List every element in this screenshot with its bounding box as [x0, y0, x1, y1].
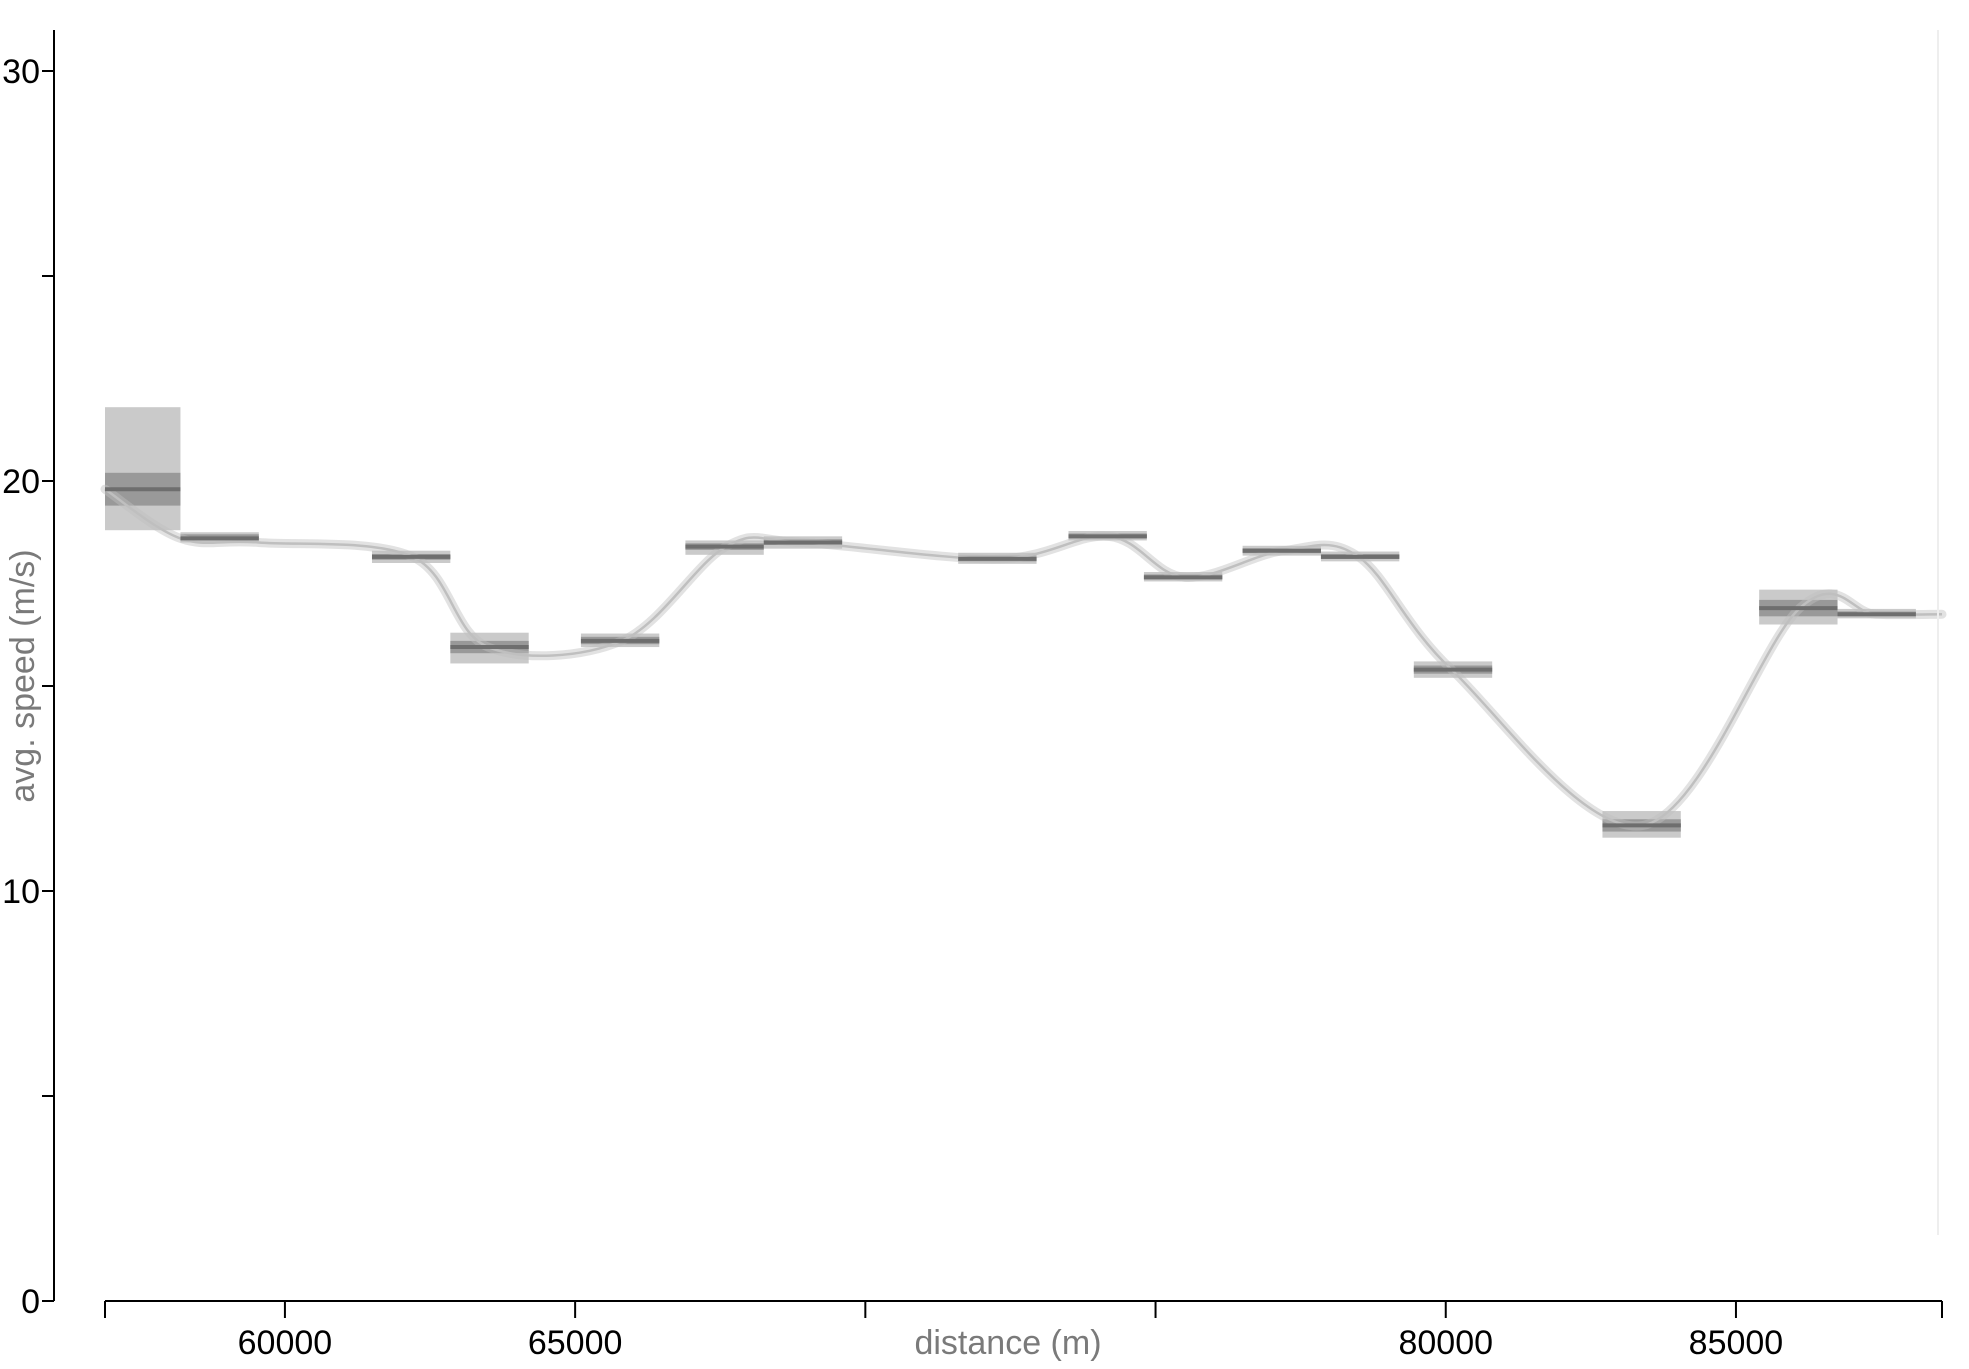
- segment-outer-band: [105, 407, 181, 531]
- band-layer: [105, 407, 1916, 838]
- x-axis-label: distance (m): [914, 1324, 1101, 1362]
- y-axis-label: avg. speed (m/s): [4, 549, 42, 802]
- x-tick-label: 85000: [1689, 1324, 1784, 1362]
- y-tick-label: 10: [2, 873, 40, 911]
- x-tick-label: 60000: [238, 1324, 333, 1362]
- curve-ribbon: [100, 484, 1947, 831]
- y-tick-label: 30: [2, 53, 40, 91]
- y-tick-layer: 0 10 20 30: [2, 53, 54, 1321]
- y-tick-label: 20: [2, 463, 40, 501]
- speed-curve: [104, 488, 1943, 828]
- x-tick-label: 80000: [1398, 1324, 1493, 1362]
- x-tick-layer: 60000 65000 80000 85000: [104, 1301, 1943, 1362]
- y-tick-label: 0: [21, 1283, 40, 1321]
- curve-layer: [100, 484, 1947, 831]
- mean-bar-layer: [105, 487, 1916, 828]
- x-tick-label: 65000: [528, 1324, 623, 1362]
